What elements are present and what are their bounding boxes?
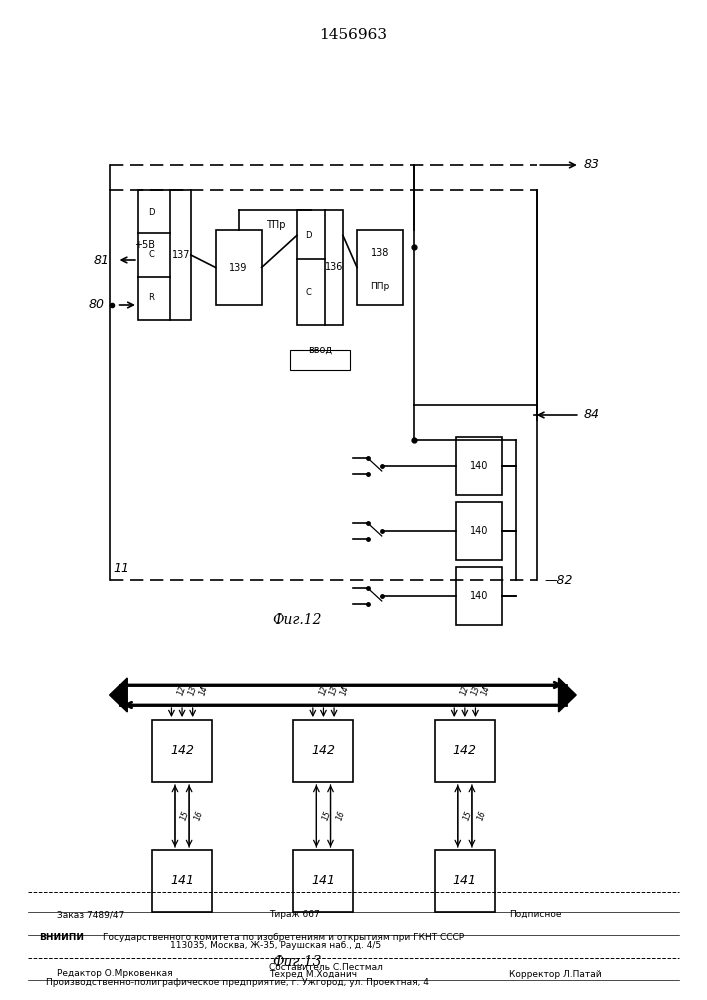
Polygon shape xyxy=(559,678,576,712)
Text: 138: 138 xyxy=(371,248,389,258)
Text: D: D xyxy=(148,208,154,217)
Text: 16: 16 xyxy=(476,810,488,822)
Text: —82: —82 xyxy=(544,574,573,586)
Text: 141: 141 xyxy=(312,874,335,888)
Text: Составитель С.Пестмал: Составитель С.Пестмал xyxy=(269,963,382,972)
Text: ППр: ППр xyxy=(370,282,390,291)
Text: 12: 12 xyxy=(459,684,471,697)
Text: 140: 140 xyxy=(470,461,488,471)
Text: D: D xyxy=(305,231,312,240)
Text: 14: 14 xyxy=(339,684,351,697)
Text: 14: 14 xyxy=(197,684,209,697)
Text: 136: 136 xyxy=(325,262,344,272)
Bar xyxy=(435,720,495,782)
Text: 13: 13 xyxy=(469,684,481,697)
Text: Корректор Л.Патай: Корректор Л.Патай xyxy=(509,970,602,979)
Text: 141: 141 xyxy=(170,874,194,888)
Text: 81: 81 xyxy=(93,253,110,266)
Bar xyxy=(357,230,403,305)
Text: 12: 12 xyxy=(176,684,188,697)
Polygon shape xyxy=(110,678,127,712)
Text: 12: 12 xyxy=(317,684,329,697)
Bar xyxy=(297,210,343,325)
Text: 137: 137 xyxy=(172,250,191,260)
Text: 15: 15 xyxy=(180,810,191,822)
Text: 142: 142 xyxy=(453,744,477,758)
Bar xyxy=(456,567,502,625)
Text: Производственно-полиграфическое предприятие, г. Ужгород, ул. Проектная, 4: Производственно-полиграфическое предприя… xyxy=(46,978,429,987)
Text: 14: 14 xyxy=(480,684,492,697)
Text: Государственного комитета по изобретениям и открытиям при ГКНТ СССР: Государственного комитета по изобретения… xyxy=(103,933,464,942)
Bar xyxy=(435,850,495,912)
Text: Техред М.Ходанич: Техред М.Ходанич xyxy=(269,970,356,979)
Bar xyxy=(293,720,354,782)
Bar xyxy=(216,230,262,305)
Bar xyxy=(152,720,212,782)
Text: 140: 140 xyxy=(470,591,488,601)
Text: 140: 140 xyxy=(470,526,488,536)
Bar xyxy=(152,850,212,912)
Text: 16: 16 xyxy=(334,810,346,822)
Text: 16: 16 xyxy=(194,810,205,822)
Text: 13: 13 xyxy=(328,684,340,697)
Text: C: C xyxy=(148,250,154,259)
Bar xyxy=(456,502,502,560)
Text: 80: 80 xyxy=(88,298,105,312)
Text: Заказ 7489/47: Заказ 7489/47 xyxy=(57,910,124,919)
Text: 142: 142 xyxy=(170,744,194,758)
Text: Фиг.13: Фиг.13 xyxy=(272,955,322,969)
Bar xyxy=(290,350,350,370)
Bar xyxy=(456,437,502,495)
Text: Редактор О.Мрковенкая: Редактор О.Мрковенкая xyxy=(57,969,173,978)
Text: 11: 11 xyxy=(113,562,129,575)
Text: 142: 142 xyxy=(312,744,335,758)
Text: ТПр: ТПр xyxy=(266,220,286,230)
Text: 15: 15 xyxy=(320,810,332,822)
Text: 141: 141 xyxy=(453,874,477,888)
Text: 13: 13 xyxy=(187,684,199,697)
Text: ВНИИПИ: ВНИИПИ xyxy=(39,933,84,942)
Text: 1456963: 1456963 xyxy=(320,28,387,42)
Text: R: R xyxy=(148,293,154,302)
Bar xyxy=(138,190,191,320)
Bar xyxy=(293,850,354,912)
Text: Фиг.12: Фиг.12 xyxy=(272,613,322,627)
Text: ввод: ввод xyxy=(308,345,332,355)
Text: 84: 84 xyxy=(583,408,600,422)
Text: C: C xyxy=(305,288,311,297)
Text: 83: 83 xyxy=(583,158,600,172)
Text: Тираж 667: Тираж 667 xyxy=(269,910,320,919)
Text: 113035, Москва, Ж-35, Раушская наб., д. 4/5: 113035, Москва, Ж-35, Раушская наб., д. … xyxy=(170,941,381,950)
Text: 139: 139 xyxy=(230,263,247,273)
Text: Подписное: Подписное xyxy=(509,910,561,919)
Text: +5В: +5В xyxy=(134,240,156,250)
Text: 15: 15 xyxy=(462,810,474,822)
